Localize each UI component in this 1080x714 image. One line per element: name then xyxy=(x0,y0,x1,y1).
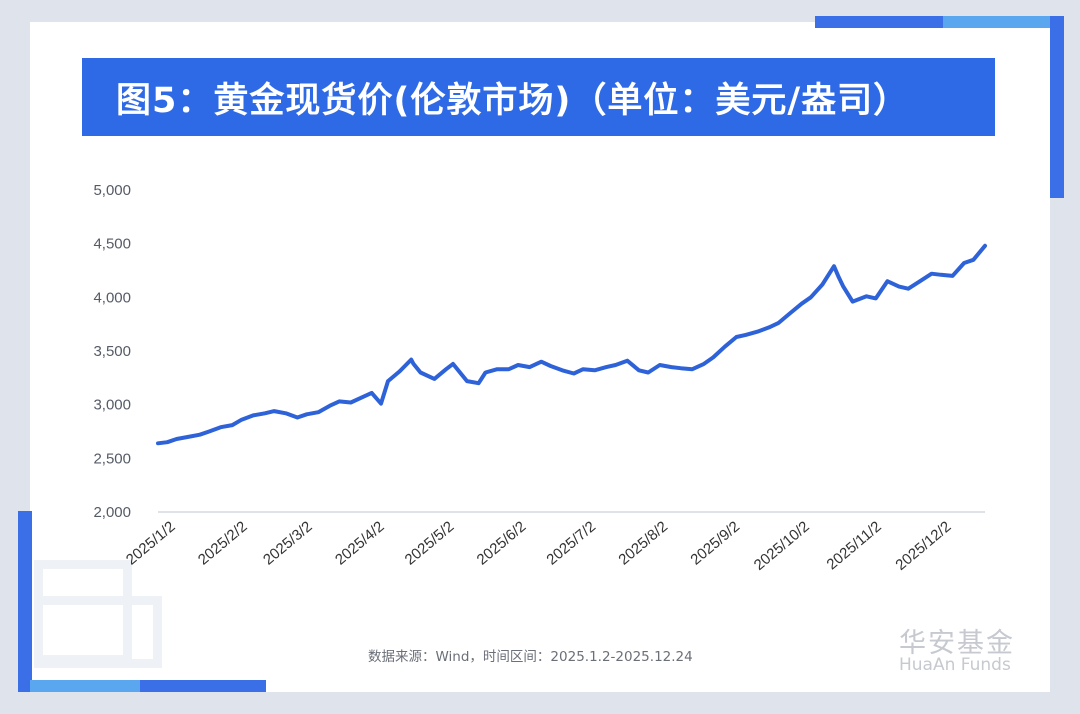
x-tick-label: 2025/10/2 xyxy=(751,518,813,574)
x-tick-label: 2025/9/2 xyxy=(687,518,743,569)
y-tick-label: 3,500 xyxy=(93,343,131,360)
x-tick-label: 2025/2/2 xyxy=(195,518,251,569)
series-line-gold-price xyxy=(156,243,987,446)
x-tick-label: 2025/8/2 xyxy=(615,518,671,569)
top-right-accent-light xyxy=(943,16,1050,28)
x-tick-label: 2025/4/2 xyxy=(332,518,388,569)
chart-title: 图5：黄金现货价(伦敦市场)（单位：美元/盎司） xyxy=(116,80,910,121)
x-tick-label: 2025/3/2 xyxy=(260,518,316,569)
chart-title-bar: 图5：黄金现货价(伦敦市场)（单位：美元/盎司） xyxy=(82,58,995,136)
x-tick-label: 2025/1/2 xyxy=(123,518,179,569)
y-tick-label: 4,000 xyxy=(93,289,131,306)
x-tick-label: 2025/12/2 xyxy=(892,518,954,574)
left-accent-bar xyxy=(18,511,32,692)
decorative-square-outline-2 xyxy=(34,596,162,668)
data-source-note: 数据来源：Wind，时间区间：2025.1.2-2025.12.24 xyxy=(368,649,693,665)
x-tick-label: 2025/5/2 xyxy=(402,518,458,569)
x-tick-label: 2025/7/2 xyxy=(543,518,599,569)
brand-logo-cn: 华安基金 xyxy=(899,628,1015,659)
y-tick-label: 2,000 xyxy=(93,504,131,521)
right-accent-bar xyxy=(1050,16,1064,198)
x-tick-label: 2025/6/2 xyxy=(474,518,530,569)
y-tick-label: 2,500 xyxy=(93,450,131,467)
bottom-left-accent-light xyxy=(30,680,140,692)
y-tick-label: 4,500 xyxy=(93,236,131,253)
brand-logo-en: HuaAn Funds xyxy=(899,655,1011,675)
x-tick-label: 2025/11/2 xyxy=(824,518,885,573)
y-tick-label: 3,000 xyxy=(93,397,131,414)
y-tick-label: 5,000 xyxy=(93,182,131,199)
